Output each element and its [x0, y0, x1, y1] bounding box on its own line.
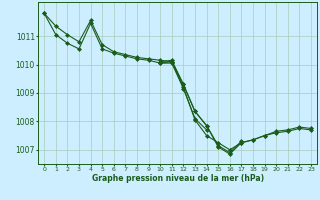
X-axis label: Graphe pression niveau de la mer (hPa): Graphe pression niveau de la mer (hPa): [92, 174, 264, 183]
